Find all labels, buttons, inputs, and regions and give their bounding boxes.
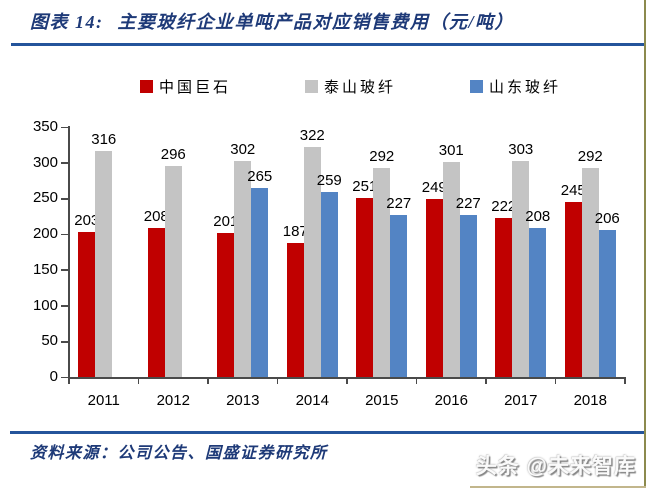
y-axis-tick bbox=[61, 126, 68, 129]
bar-value-label: 245 bbox=[560, 182, 586, 199]
bar-value-label: 222 bbox=[491, 198, 517, 216]
x-axis-year-label: 2014 bbox=[295, 392, 329, 409]
x-axis-tick bbox=[137, 377, 140, 384]
y-axis-tick bbox=[61, 305, 68, 307]
page-edge-bottom bbox=[470, 486, 646, 488]
y-axis-tick bbox=[61, 269, 68, 272]
y-axis-tick bbox=[61, 340, 68, 343]
bar-value-label: 251 bbox=[352, 177, 378, 195]
bar-value-label: 208 bbox=[143, 208, 169, 226]
bar-泰山玻纤-2015 bbox=[373, 168, 391, 377]
x-axis-year-label: 2011 bbox=[87, 392, 120, 409]
y-axis-tick bbox=[61, 162, 68, 164]
legend-item-中国巨石: 中国巨石 bbox=[140, 76, 231, 97]
y-axis-label: 100 bbox=[32, 296, 58, 314]
bar-value-label: 296 bbox=[160, 145, 186, 163]
bar-中国巨石-2015 bbox=[356, 197, 374, 377]
bar-value-label: 201 bbox=[213, 213, 239, 231]
x-axis-tick bbox=[276, 377, 279, 384]
bar-中国巨石-2011 bbox=[78, 232, 96, 377]
x-axis-tick bbox=[415, 377, 418, 384]
bar-泰山玻纤-2016 bbox=[442, 162, 460, 377]
bar-value-label: 303 bbox=[508, 140, 534, 158]
x-axis-tick bbox=[485, 377, 487, 384]
x-axis-year-label: 2015 bbox=[365, 392, 399, 409]
bar-中国巨石-2018 bbox=[564, 202, 582, 377]
legend-label: 中国巨石 bbox=[159, 79, 232, 96]
bar-泰山玻纤-2011 bbox=[95, 151, 113, 377]
chart-legend: 中国巨石 泰山玻纤 山东玻纤 bbox=[140, 76, 561, 97]
bar-value-label: 206 bbox=[594, 209, 620, 227]
x-axis-year-label: 2017 bbox=[504, 392, 538, 409]
x-axis-year-label: 2016 bbox=[434, 392, 468, 409]
legend-swatch-icon bbox=[305, 80, 319, 93]
bar-山东玻纤-2015 bbox=[390, 214, 408, 377]
bar-山东玻纤-2014 bbox=[320, 192, 338, 377]
bar-value-label: 292 bbox=[577, 148, 603, 166]
bar-中国巨石-2017 bbox=[495, 218, 513, 377]
y-axis-label: 200 bbox=[32, 225, 58, 243]
bar-value-label: 302 bbox=[230, 141, 256, 159]
x-axis-tick bbox=[68, 377, 70, 384]
bar-山东玻纤-2013 bbox=[251, 187, 269, 377]
bar-中国巨石-2016 bbox=[425, 199, 443, 377]
y-axis-label: 250 bbox=[32, 189, 58, 207]
bar-value-label: 292 bbox=[369, 148, 395, 166]
legend-swatch-icon bbox=[140, 80, 153, 93]
bar-中国巨石-2013 bbox=[217, 233, 235, 377]
figure-title-text: 主要玻纤企业单吨产品对应销售费用（元/吨） bbox=[117, 12, 514, 32]
y-axis-tick bbox=[61, 376, 68, 379]
legend-item-泰山玻纤: 泰山玻纤 bbox=[305, 76, 396, 97]
x-axis-year-label: 2013 bbox=[226, 392, 260, 409]
y-axis-line bbox=[67, 126, 70, 379]
footer-divider bbox=[10, 431, 646, 434]
bar-泰山玻纤-2012 bbox=[164, 165, 182, 377]
bar-泰山玻纤-2013 bbox=[234, 161, 252, 377]
bar-泰山玻纤-2018 bbox=[581, 168, 599, 377]
bar-山东玻纤-2017 bbox=[529, 228, 547, 377]
x-axis-year-label: 2012 bbox=[156, 392, 190, 409]
y-axis-label: 350 bbox=[32, 118, 58, 135]
x-axis-tick bbox=[624, 377, 626, 384]
bar-泰山玻纤-2014 bbox=[303, 147, 321, 377]
figure-title-prefix: 图表 14: bbox=[30, 12, 104, 32]
x-axis-tick bbox=[346, 377, 348, 384]
x-axis-year-label: 2018 bbox=[573, 392, 607, 409]
title-divider bbox=[11, 43, 646, 46]
y-axis-label: 150 bbox=[32, 260, 58, 278]
source-text: 资料来源：公司公告、国盛证券研究所 bbox=[30, 445, 328, 462]
bar-value-label: 208 bbox=[525, 208, 551, 226]
legend-item-山东玻纤: 山东玻纤 bbox=[470, 76, 561, 97]
bar-value-label: 301 bbox=[438, 142, 464, 159]
y-axis-label: 50 bbox=[41, 332, 58, 350]
y-axis-tick bbox=[61, 197, 68, 200]
legend-label: 山东玻纤 bbox=[489, 79, 562, 96]
bar-value-label: 322 bbox=[299, 127, 325, 144]
bar-value-label: 227 bbox=[386, 194, 412, 212]
bar-value-label: 227 bbox=[455, 194, 481, 212]
bar-value-label: 249 bbox=[421, 179, 447, 197]
bar-山东玻纤-2016 bbox=[459, 214, 477, 377]
watermark: 头条 @未来智库 bbox=[475, 455, 636, 478]
bar-value-label: 316 bbox=[91, 131, 117, 149]
y-axis-tick bbox=[61, 233, 68, 236]
x-axis-tick bbox=[207, 377, 209, 384]
bar-value-label: 265 bbox=[247, 167, 273, 185]
bar-泰山玻纤-2017 bbox=[512, 160, 530, 377]
bar-中国巨石-2012 bbox=[147, 228, 165, 377]
x-axis-tick bbox=[554, 377, 557, 384]
bar-value-label: 259 bbox=[316, 172, 342, 189]
bar-山东玻纤-2018 bbox=[598, 229, 616, 377]
page-edge-right bbox=[644, 0, 646, 488]
bar-中国巨石-2014 bbox=[286, 243, 304, 377]
y-axis-label: 300 bbox=[32, 153, 58, 171]
legend-swatch-icon bbox=[470, 80, 484, 93]
bar-value-label: 203 bbox=[74, 212, 100, 229]
bar-value-label: 187 bbox=[282, 223, 308, 241]
y-axis-label: 0 bbox=[49, 368, 58, 385]
figure-title: 图表 14: 主要玻纤企业单吨产品对应销售费用（元/吨） bbox=[30, 8, 514, 34]
legend-label: 泰山玻纤 bbox=[324, 79, 397, 96]
